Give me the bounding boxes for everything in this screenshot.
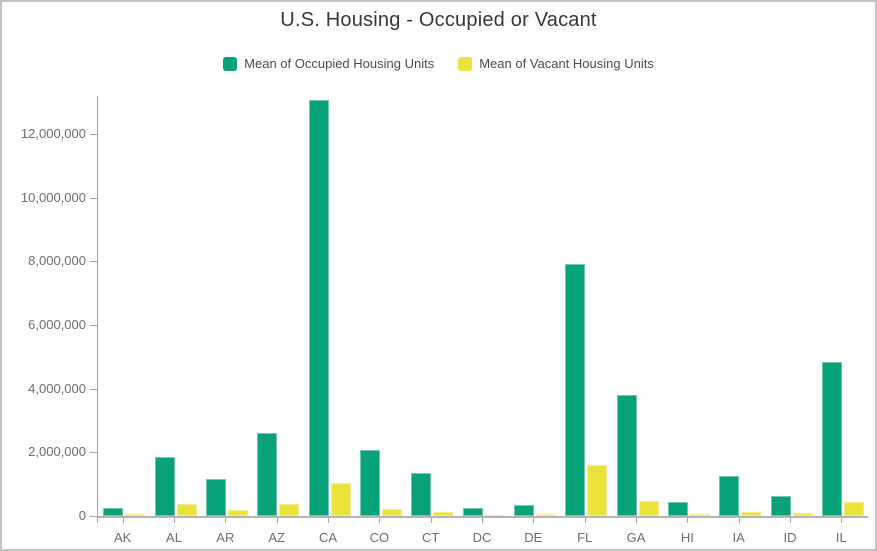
bar-vacant-CO[interactable]: [381, 509, 402, 516]
bar-vacant-IA[interactable]: [741, 512, 762, 516]
legend-item-occupied[interactable]: Mean of Occupied Housing Units: [223, 56, 434, 71]
y-axis-tick: [90, 133, 97, 135]
bar-occupied-FL[interactable]: [565, 264, 586, 516]
x-axis-label-CA: CA: [318, 530, 338, 545]
x-axis-label-AZ: AZ: [268, 530, 285, 545]
y-axis-label: 8,000,000: [28, 253, 86, 269]
y-axis-label: 12,000,000: [20, 125, 86, 141]
bar-vacant-CA[interactable]: [330, 483, 351, 516]
x-axis-tick: [482, 518, 483, 523]
legend-label: Mean of Vacant Housing Units: [479, 56, 654, 71]
x-axis-stub-tick: [97, 518, 98, 523]
bar-occupied-DE[interactable]: [513, 505, 534, 516]
y-axis-tick: [90, 324, 97, 326]
y-axis-label: 2,000,000: [28, 444, 86, 460]
x-axis-tick: [636, 518, 637, 523]
y-axis-tick: [90, 261, 97, 263]
x-axis-tick: [379, 518, 381, 523]
x-axis-tick: [430, 518, 432, 523]
y-axis-label: 6,000,000: [28, 316, 86, 332]
x-axis-label-GA: GA: [626, 530, 646, 545]
bar-occupied-ID[interactable]: [770, 496, 791, 516]
legend: Mean of Occupied Housing Units Mean of Va…: [2, 56, 875, 71]
bar-vacant-CT[interactable]: [433, 512, 454, 516]
x-axis-tick: [584, 518, 586, 523]
bar-vacant-DC[interactable]: [484, 515, 505, 516]
x-axis-tick: [276, 518, 278, 523]
x-axis-label-CO: CO: [369, 530, 390, 545]
bar-occupied-DC[interactable]: [462, 508, 483, 516]
x-axis-label-ID: ID: [783, 530, 797, 545]
x-axis-tick: [328, 518, 329, 523]
x-axis-label-DE: DE: [524, 530, 543, 545]
legend-item-vacant[interactable]: Mean of Vacant Housing Units: [458, 56, 654, 71]
x-axis-label-IL: IL: [835, 530, 847, 545]
x-axis-tick: [225, 518, 227, 523]
bar-occupied-AL[interactable]: [154, 457, 175, 516]
bar-occupied-CO[interactable]: [359, 450, 380, 516]
x-axis-label-IA: IA: [732, 530, 745, 545]
occupied-swatch-icon: [223, 56, 238, 71]
bar-vacant-DE[interactable]: [535, 514, 556, 516]
y-axis-tick: [90, 388, 97, 390]
x-axis-label-AL: AL: [166, 530, 182, 545]
x-axis-label-AK: AK: [113, 530, 132, 545]
bar-occupied-HI[interactable]: [667, 502, 688, 516]
y-axis-label: 4,000,000: [28, 380, 86, 396]
x-axis-label-FL: FL: [577, 530, 593, 545]
bar-occupied-IL[interactable]: [821, 362, 842, 516]
bar-occupied-AZ[interactable]: [257, 433, 278, 516]
x-axis-tick: [841, 518, 843, 523]
bar-vacant-IL[interactable]: [843, 502, 864, 516]
x-axis-tick: [122, 518, 124, 523]
x-axis-label-CT: CT: [421, 530, 440, 545]
bar-vacant-AR[interactable]: [227, 510, 248, 516]
bar-occupied-AR[interactable]: [205, 479, 226, 516]
plot-area: [97, 96, 868, 518]
x-axis-tick: [738, 518, 740, 523]
bar-occupied-GA[interactable]: [616, 395, 637, 516]
bar-occupied-CT[interactable]: [411, 473, 432, 516]
x-axis-tick: [533, 518, 535, 523]
bar-vacant-HI[interactable]: [689, 514, 710, 516]
bar-vacant-FL[interactable]: [587, 465, 608, 516]
bar-occupied-IA[interactable]: [719, 476, 740, 516]
bar-vacant-AZ[interactable]: [279, 504, 300, 516]
bar-vacant-GA[interactable]: [638, 501, 659, 516]
x-axis-label-AR: AR: [216, 530, 235, 545]
vacant-swatch-icon: [458, 56, 473, 71]
y-axis-tick: [90, 516, 97, 517]
legend-label: Mean of Occupied Housing Units: [244, 56, 435, 71]
chart-title: U.S. Housing - Occupied or Vacant: [280, 9, 597, 31]
x-axis-tick: [174, 518, 175, 523]
y-axis-tick: [90, 452, 97, 454]
y-axis-tick: [90, 197, 97, 199]
y-axis-label: 0: [78, 508, 86, 523]
bar-occupied-AK[interactable]: [103, 508, 124, 516]
y-axis-label: 10,000,000: [20, 189, 86, 205]
bar-vacant-AL[interactable]: [176, 504, 197, 516]
bar-occupied-CA[interactable]: [308, 100, 329, 516]
x-axis-tick: [790, 518, 791, 523]
bar-vacant-ID[interactable]: [792, 513, 813, 516]
x-axis-label-DC: DC: [472, 530, 492, 545]
bar-vacant-AK[interactable]: [125, 514, 146, 516]
x-axis-tick: [687, 518, 689, 523]
x-axis-label-HI: HI: [680, 530, 694, 545]
